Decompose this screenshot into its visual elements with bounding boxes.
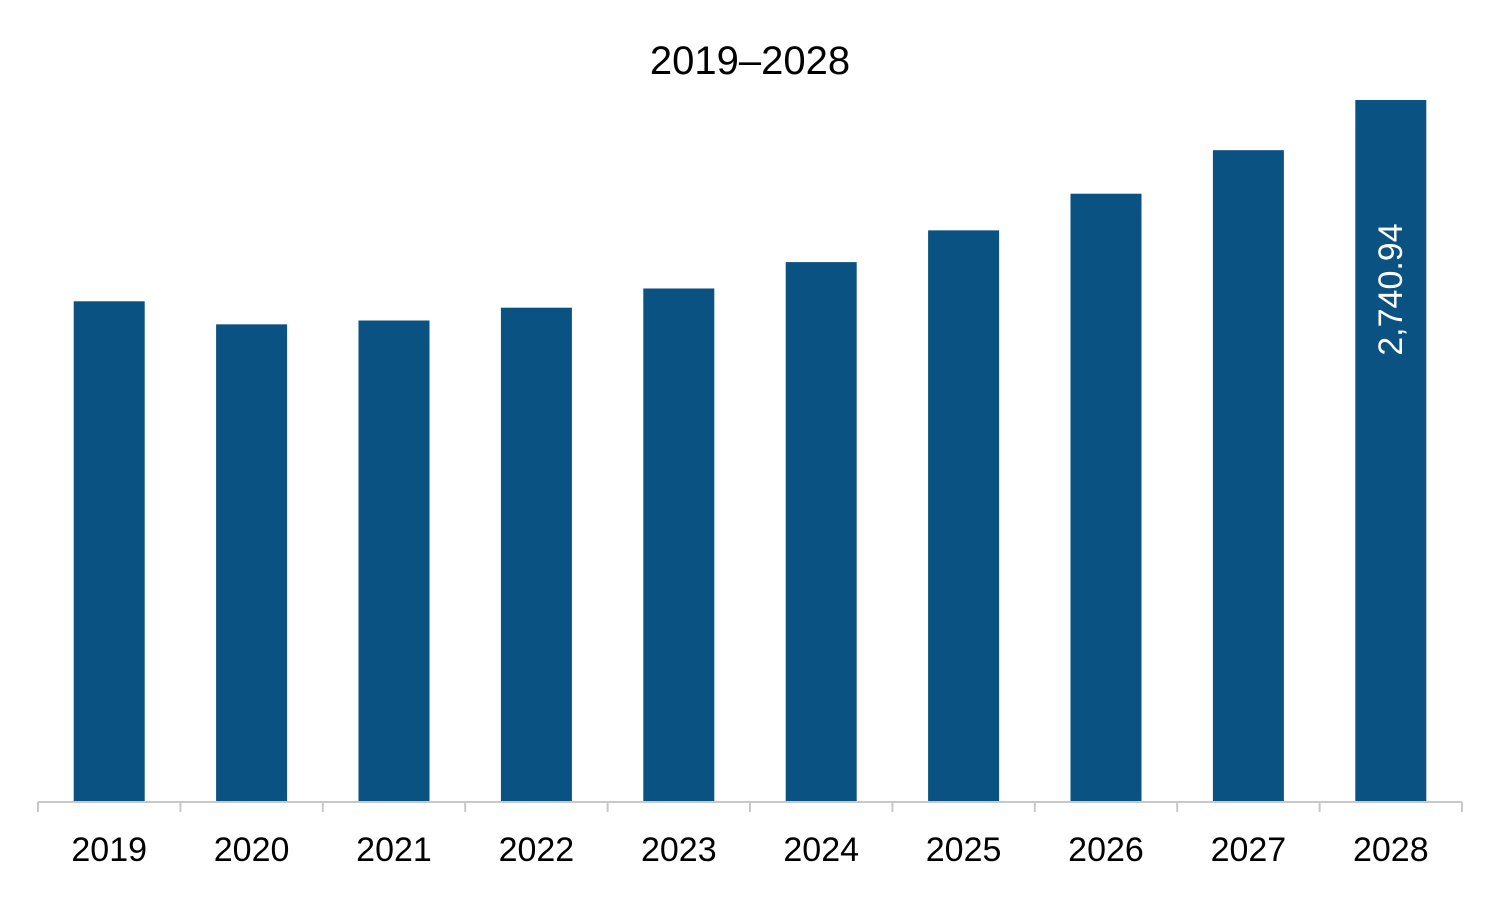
x-axis: 2019 2020 2021 2022 2023 2024 2025 2026 2027 2028 xyxy=(37,801,1463,869)
bar-2019 xyxy=(73,301,145,802)
x-tick-label: 2024 xyxy=(783,831,859,869)
bar-2024 xyxy=(785,262,857,802)
bar-2021 xyxy=(358,320,430,802)
x-tick-label: 2027 xyxy=(1211,831,1287,869)
bar-2025 xyxy=(928,230,1000,803)
bar-2026 xyxy=(1070,193,1142,803)
bar-2023 xyxy=(643,288,715,802)
bar-2022 xyxy=(500,307,572,802)
bar-2020 xyxy=(216,324,288,802)
x-tick-label: 2021 xyxy=(356,831,432,869)
x-tick-label: 2019 xyxy=(71,831,147,869)
bar-2028 xyxy=(1355,100,1427,802)
x-tick-label: 2020 xyxy=(214,831,290,869)
x-tick-label: 2028 xyxy=(1353,831,1429,869)
data-labels-group: 2,740.94 xyxy=(1372,223,1410,355)
bars-group xyxy=(73,100,1427,803)
data-label-2028: 2,740.94 xyxy=(1372,223,1410,355)
x-tick-label: 2025 xyxy=(926,831,1002,869)
x-tick-label: 2023 xyxy=(641,831,717,869)
chart-title: 2019–2028 xyxy=(650,39,850,83)
x-tick-label: 2022 xyxy=(499,831,575,869)
x-tick-label: 2026 xyxy=(1068,831,1144,869)
bar-2027 xyxy=(1212,150,1284,802)
